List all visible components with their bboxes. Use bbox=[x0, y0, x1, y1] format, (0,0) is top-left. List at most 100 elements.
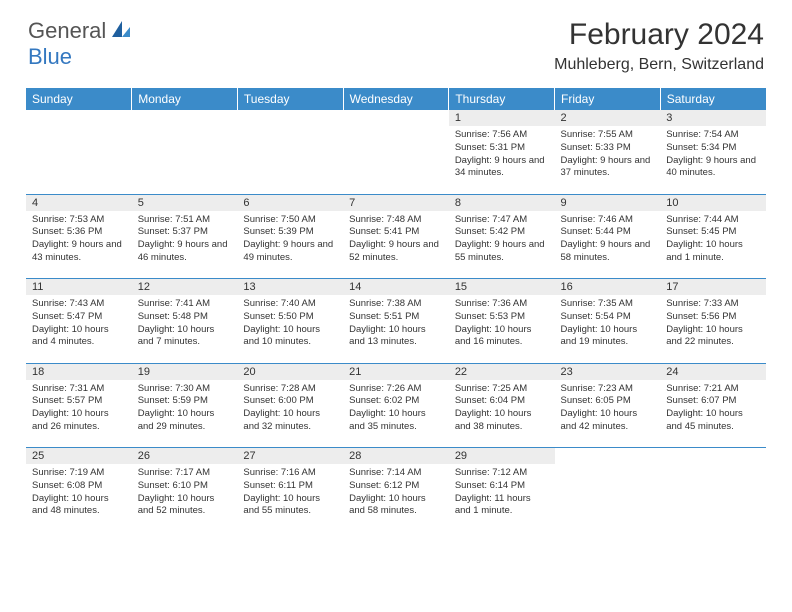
day-number-cell: 28 bbox=[343, 448, 449, 465]
sunrise-line: Sunrise: 7:53 AM bbox=[32, 214, 126, 227]
daylight-line: Daylight: 10 hours and 22 minutes. bbox=[666, 324, 760, 350]
daylight-line: Daylight: 10 hours and 19 minutes. bbox=[561, 324, 655, 350]
daylight-line: Daylight: 10 hours and 52 minutes. bbox=[138, 493, 232, 519]
sunrise-line: Sunrise: 7:43 AM bbox=[32, 298, 126, 311]
day-content-cell: Sunrise: 7:56 AMSunset: 5:31 PMDaylight:… bbox=[449, 126, 555, 194]
daylight-line: Daylight: 9 hours and 40 minutes. bbox=[666, 155, 760, 181]
day-content-cell: Sunrise: 7:21 AMSunset: 6:07 PMDaylight:… bbox=[660, 380, 766, 448]
day-number-cell: 26 bbox=[132, 448, 238, 465]
sunrise-line: Sunrise: 7:28 AM bbox=[243, 383, 337, 396]
day-content-cell: Sunrise: 7:36 AMSunset: 5:53 PMDaylight:… bbox=[449, 295, 555, 363]
day-number-cell: 25 bbox=[26, 448, 132, 465]
day-content-cell: Sunrise: 7:50 AMSunset: 5:39 PMDaylight:… bbox=[237, 211, 343, 279]
day-content-cell bbox=[660, 464, 766, 532]
sunrise-line: Sunrise: 7:31 AM bbox=[32, 383, 126, 396]
day-content-cell: Sunrise: 7:51 AMSunset: 5:37 PMDaylight:… bbox=[132, 211, 238, 279]
day-content-cell: Sunrise: 7:40 AMSunset: 5:50 PMDaylight:… bbox=[237, 295, 343, 363]
sunset-line: Sunset: 5:51 PM bbox=[349, 311, 443, 324]
day-header: Wednesday bbox=[343, 88, 449, 110]
day-content-cell: Sunrise: 7:41 AMSunset: 5:48 PMDaylight:… bbox=[132, 295, 238, 363]
sunrise-line: Sunrise: 7:40 AM bbox=[243, 298, 337, 311]
logo: General bbox=[28, 18, 134, 44]
day-content-cell bbox=[132, 126, 238, 194]
day-content-cell: Sunrise: 7:53 AMSunset: 5:36 PMDaylight:… bbox=[26, 211, 132, 279]
day-number-cell: 10 bbox=[660, 194, 766, 211]
sunset-line: Sunset: 5:48 PM bbox=[138, 311, 232, 324]
sunset-line: Sunset: 6:04 PM bbox=[455, 395, 549, 408]
day-number-cell: 29 bbox=[449, 448, 555, 465]
day-number-cell: 19 bbox=[132, 363, 238, 380]
day-content-cell: Sunrise: 7:33 AMSunset: 5:56 PMDaylight:… bbox=[660, 295, 766, 363]
daylight-line: Daylight: 10 hours and 45 minutes. bbox=[666, 408, 760, 434]
day-number-cell: 12 bbox=[132, 279, 238, 296]
sunrise-line: Sunrise: 7:47 AM bbox=[455, 214, 549, 227]
sunrise-line: Sunrise: 7:41 AM bbox=[138, 298, 232, 311]
sunset-line: Sunset: 6:08 PM bbox=[32, 480, 126, 493]
day-content-row: Sunrise: 7:31 AMSunset: 5:57 PMDaylight:… bbox=[26, 380, 766, 448]
day-number-cell bbox=[26, 110, 132, 126]
sunrise-line: Sunrise: 7:33 AM bbox=[666, 298, 760, 311]
day-content-cell: Sunrise: 7:35 AMSunset: 5:54 PMDaylight:… bbox=[555, 295, 661, 363]
sunrise-line: Sunrise: 7:46 AM bbox=[561, 214, 655, 227]
sunset-line: Sunset: 5:36 PM bbox=[32, 226, 126, 239]
daylight-line: Daylight: 9 hours and 43 minutes. bbox=[32, 239, 126, 265]
daylight-line: Daylight: 10 hours and 13 minutes. bbox=[349, 324, 443, 350]
sunset-line: Sunset: 5:42 PM bbox=[455, 226, 549, 239]
title-block: February 2024 Muhleberg, Bern, Switzerla… bbox=[554, 18, 764, 74]
daylight-line: Daylight: 10 hours and 55 minutes. bbox=[243, 493, 337, 519]
sunset-line: Sunset: 5:54 PM bbox=[561, 311, 655, 324]
sunrise-line: Sunrise: 7:44 AM bbox=[666, 214, 760, 227]
sunrise-line: Sunrise: 7:14 AM bbox=[349, 467, 443, 480]
day-content-cell: Sunrise: 7:17 AMSunset: 6:10 PMDaylight:… bbox=[132, 464, 238, 532]
day-content-cell: Sunrise: 7:19 AMSunset: 6:08 PMDaylight:… bbox=[26, 464, 132, 532]
daylight-line: Daylight: 10 hours and 10 minutes. bbox=[243, 324, 337, 350]
sunrise-line: Sunrise: 7:48 AM bbox=[349, 214, 443, 227]
sunrise-line: Sunrise: 7:51 AM bbox=[138, 214, 232, 227]
day-content-row: Sunrise: 7:53 AMSunset: 5:36 PMDaylight:… bbox=[26, 211, 766, 279]
day-number-cell: 7 bbox=[343, 194, 449, 211]
daylight-line: Daylight: 10 hours and 42 minutes. bbox=[561, 408, 655, 434]
day-content-cell: Sunrise: 7:55 AMSunset: 5:33 PMDaylight:… bbox=[555, 126, 661, 194]
daylight-line: Daylight: 10 hours and 26 minutes. bbox=[32, 408, 126, 434]
day-number-cell: 24 bbox=[660, 363, 766, 380]
sunset-line: Sunset: 5:45 PM bbox=[666, 226, 760, 239]
day-content-cell bbox=[237, 126, 343, 194]
calendar-body: 123Sunrise: 7:56 AMSunset: 5:31 PMDaylig… bbox=[26, 110, 766, 532]
sunrise-line: Sunrise: 7:21 AM bbox=[666, 383, 760, 396]
day-content-cell: Sunrise: 7:44 AMSunset: 5:45 PMDaylight:… bbox=[660, 211, 766, 279]
day-number-cell: 20 bbox=[237, 363, 343, 380]
day-number-cell: 13 bbox=[237, 279, 343, 296]
daylight-line: Daylight: 9 hours and 55 minutes. bbox=[455, 239, 549, 265]
sunrise-line: Sunrise: 7:50 AM bbox=[243, 214, 337, 227]
day-number-cell: 8 bbox=[449, 194, 555, 211]
day-content-cell: Sunrise: 7:48 AMSunset: 5:41 PMDaylight:… bbox=[343, 211, 449, 279]
day-number-cell: 4 bbox=[26, 194, 132, 211]
day-content-cell: Sunrise: 7:12 AMSunset: 6:14 PMDaylight:… bbox=[449, 464, 555, 532]
day-number-cell: 22 bbox=[449, 363, 555, 380]
day-content-cell bbox=[26, 126, 132, 194]
daylight-line: Daylight: 9 hours and 49 minutes. bbox=[243, 239, 337, 265]
daylight-line: Daylight: 10 hours and 7 minutes. bbox=[138, 324, 232, 350]
sunrise-line: Sunrise: 7:55 AM bbox=[561, 129, 655, 142]
day-number-cell: 1 bbox=[449, 110, 555, 126]
day-number-cell: 15 bbox=[449, 279, 555, 296]
day-number-row: 45678910 bbox=[26, 194, 766, 211]
day-number-cell bbox=[237, 110, 343, 126]
day-number-cell bbox=[132, 110, 238, 126]
day-number-cell: 5 bbox=[132, 194, 238, 211]
day-header: Friday bbox=[555, 88, 661, 110]
day-number-cell: 11 bbox=[26, 279, 132, 296]
daylight-line: Daylight: 10 hours and 58 minutes. bbox=[349, 493, 443, 519]
day-number-row: 2526272829 bbox=[26, 448, 766, 465]
logo-sail-icon bbox=[110, 19, 132, 44]
day-header: Tuesday bbox=[237, 88, 343, 110]
logo-text-general: General bbox=[28, 18, 106, 44]
day-number-cell: 17 bbox=[660, 279, 766, 296]
day-content-cell: Sunrise: 7:16 AMSunset: 6:11 PMDaylight:… bbox=[237, 464, 343, 532]
daylight-line: Daylight: 10 hours and 35 minutes. bbox=[349, 408, 443, 434]
sunset-line: Sunset: 6:05 PM bbox=[561, 395, 655, 408]
daylight-line: Daylight: 10 hours and 38 minutes. bbox=[455, 408, 549, 434]
daylight-line: Daylight: 10 hours and 4 minutes. bbox=[32, 324, 126, 350]
day-header-row: SundayMondayTuesdayWednesdayThursdayFrid… bbox=[26, 88, 766, 110]
sunset-line: Sunset: 5:34 PM bbox=[666, 142, 760, 155]
